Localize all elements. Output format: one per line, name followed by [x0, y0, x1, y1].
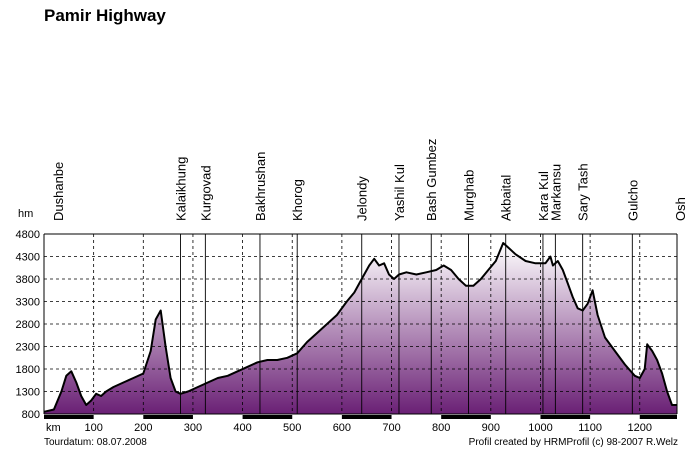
x-tick-label: 500	[283, 422, 301, 434]
x-scale-segment	[143, 415, 193, 419]
place-label: Osh	[673, 197, 688, 221]
elevation-line	[43, 242, 677, 413]
x-tick-label: 800	[432, 422, 450, 434]
x-tick-label: 1100	[578, 422, 602, 434]
place-label: Bakhrushan	[253, 152, 268, 221]
y-axis-label: hm	[18, 208, 33, 220]
place-label: Kalaikhung	[174, 157, 189, 221]
y-tick-label: 4300	[16, 252, 40, 264]
place-label: Kara Kul	[536, 171, 551, 221]
y-tick-label: 3300	[16, 297, 40, 309]
place-label: Akbaital	[499, 175, 514, 221]
x-scale-segment	[540, 415, 591, 419]
x-tick-label: 600	[333, 422, 351, 434]
chart-title: Pamir Highway	[44, 6, 166, 25]
x-tick-label: 200	[134, 422, 152, 434]
place-label: Bash Gumbez	[424, 139, 439, 221]
y-tick-label: 2300	[16, 342, 40, 354]
y-tick-label: 2800	[16, 319, 40, 331]
place-label: Kurgovad	[198, 165, 213, 221]
x-axis-label: km	[46, 422, 61, 434]
place-label: Jelondy	[355, 176, 370, 221]
place-label: Khorog	[290, 179, 305, 221]
x-tick-label: 1000	[528, 422, 552, 434]
x-scale-segment	[242, 415, 293, 419]
x-scale-segment	[441, 415, 491, 419]
x-scale-segment	[341, 415, 392, 419]
x-tick-label: 1200	[628, 422, 652, 434]
x-scale-segment	[639, 415, 677, 419]
y-tick-label: 4800	[16, 229, 40, 241]
x-tick-label: 100	[84, 422, 102, 434]
y-tick-label: 1800	[16, 364, 40, 376]
y-tick-label: 800	[22, 409, 40, 421]
y-tick-label: 3800	[16, 274, 40, 286]
x-scale-segment	[44, 415, 94, 419]
x-tick-label: 700	[382, 422, 400, 434]
x-tick-label: 400	[233, 422, 251, 434]
x-tick-label: 300	[184, 422, 202, 434]
elevation-area	[44, 243, 677, 414]
place-label: Dushanbe	[51, 162, 66, 221]
place-label: Markansu	[548, 164, 563, 221]
y-tick-label: 1300	[16, 387, 40, 399]
x-tick-label: 900	[482, 422, 500, 434]
profile-credit: Profil created by HRMProfil (c) 98-2007 …	[468, 437, 678, 448]
place-label: Sary Tash	[576, 163, 591, 221]
place-label: Yashil Kul	[392, 164, 407, 221]
tour-date: Tourdatum: 08.07.2008	[44, 437, 147, 448]
place-label: Murghab	[461, 170, 476, 221]
place-label: Gulcho	[625, 180, 640, 221]
